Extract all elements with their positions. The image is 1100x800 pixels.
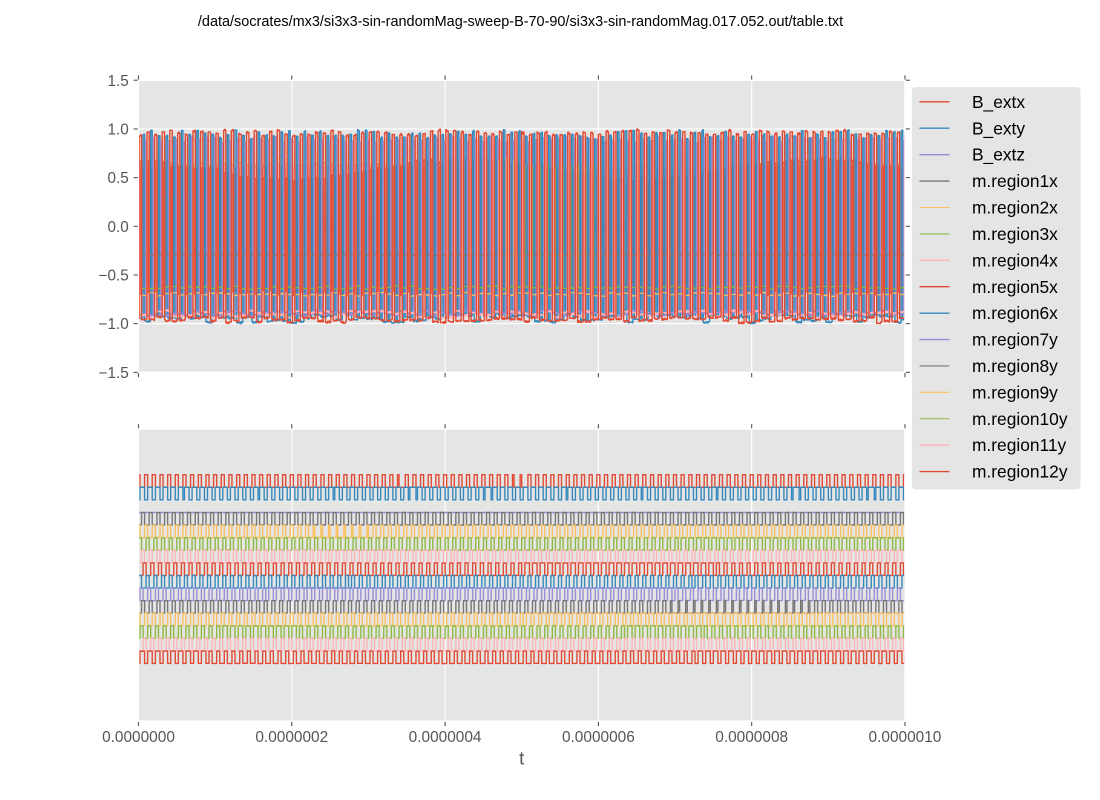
svg-text:m.region12y: m.region12y	[972, 462, 1068, 482]
svg-text:m.region1x: m.region1x	[972, 171, 1058, 191]
svg-text:0.5: 0.5	[108, 170, 129, 187]
svg-text:0.0000000: 0.0000000	[102, 729, 175, 746]
svg-text:B_extx: B_extx	[972, 92, 1025, 112]
svg-text:m.region3x: m.region3x	[972, 224, 1058, 244]
svg-text:B_extz: B_extz	[972, 145, 1025, 165]
svg-text:t: t	[519, 747, 525, 768]
svg-text:m.region6x: m.region6x	[972, 303, 1058, 323]
svg-text:B_exty: B_exty	[972, 118, 1025, 138]
svg-text:1.0: 1.0	[108, 121, 129, 138]
svg-text:1.5: 1.5	[108, 73, 129, 90]
svg-text:−1.5: −1.5	[99, 365, 129, 382]
svg-text:0.0000010: 0.0000010	[869, 729, 942, 746]
svg-text:0.0000008: 0.0000008	[715, 729, 788, 746]
svg-text:m.region11y: m.region11y	[972, 435, 1067, 455]
svg-text:−1.0: −1.0	[99, 316, 129, 333]
svg-text:m.region2x: m.region2x	[972, 198, 1058, 218]
svg-text:m.region7y: m.region7y	[972, 330, 1058, 350]
svg-text:m.region4x: m.region4x	[972, 250, 1058, 270]
svg-text:/data/socrates/mx3/si3x3-sin-r: /data/socrates/mx3/si3x3-sin-randomMag-s…	[198, 14, 843, 30]
svg-text:m.region9y: m.region9y	[972, 382, 1058, 402]
svg-text:0.0: 0.0	[108, 219, 129, 236]
svg-text:0.0000002: 0.0000002	[255, 729, 328, 746]
svg-text:m.region5x: m.region5x	[972, 277, 1058, 297]
svg-text:0.0000004: 0.0000004	[409, 729, 482, 746]
svg-text:0.0000006: 0.0000006	[562, 729, 635, 746]
svg-text:−0.5: −0.5	[99, 268, 129, 285]
svg-text:m.region8y: m.region8y	[972, 356, 1058, 376]
svg-text:m.region10y: m.region10y	[972, 409, 1068, 429]
